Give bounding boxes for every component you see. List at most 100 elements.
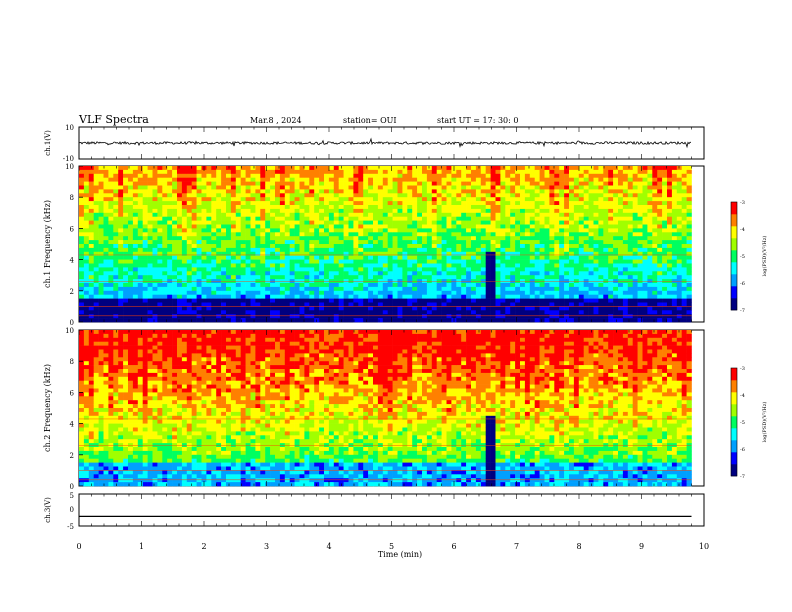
- spectrogram-cell: [216, 228, 222, 233]
- spectrogram-cell: [196, 216, 202, 221]
- spectrogram-cell: [475, 283, 482, 288]
- spectrogram-cell: [98, 220, 104, 225]
- spectrogram-cell: [642, 267, 648, 272]
- spectrogram-cell: [230, 290, 237, 295]
- spectrogram-cell: [358, 205, 364, 210]
- spectrogram-cell: [328, 267, 335, 272]
- spectrogram-cell: [559, 193, 565, 198]
- spectrogram-cell: [299, 216, 305, 221]
- spectrogram-cell: [206, 294, 212, 299]
- spectrogram-cell: [431, 201, 437, 206]
- spectrogram-cell: [132, 298, 139, 303]
- spectrogram-cell: [500, 228, 506, 233]
- spectrogram-cell: [559, 298, 565, 303]
- spectrogram-cell: [637, 220, 643, 225]
- spectrogram-cell: [240, 259, 246, 264]
- spectrogram-cell: [500, 251, 506, 256]
- spectrogram-cell: [559, 255, 565, 260]
- spectrogram-cell: [382, 247, 388, 253]
- spectrogram-cell: [500, 310, 506, 315]
- spectrogram-cell: [152, 255, 158, 260]
- spectrogram-cell: [328, 220, 335, 225]
- spectrogram-cell: [196, 298, 202, 303]
- spectrogram-cell: [333, 240, 339, 245]
- spectrogram-cell: [132, 294, 139, 299]
- spectrogram-cell: [524, 185, 531, 190]
- spectrogram-cell: [348, 197, 354, 202]
- spectrogram-cell: [686, 197, 692, 202]
- spectrogram-cell: [103, 318, 109, 323]
- spectrogram-cell: [417, 208, 423, 214]
- spectrogram-cell: [260, 290, 266, 295]
- spectrogram-cell: [573, 259, 580, 264]
- spectrogram-cell: [382, 314, 388, 319]
- spectrogram-cell: [593, 240, 599, 245]
- spectrogram-cell: [637, 314, 643, 319]
- spectrogram-cell: [598, 271, 604, 276]
- spectrogram-cell: [569, 314, 575, 319]
- spectrogram-cell: [167, 310, 173, 315]
- spectrogram-cell: [485, 216, 491, 221]
- spectrogram-cell: [608, 318, 614, 323]
- spectrogram-cell: [324, 302, 330, 307]
- spectrogram-cell: [417, 251, 423, 256]
- spectrogram-cell: [583, 240, 589, 245]
- spectrogram-cell: [422, 166, 428, 171]
- spectrogram-cell: [299, 185, 305, 190]
- spectrogram-cell: [593, 255, 599, 260]
- spectrogram-cell: [235, 212, 241, 217]
- spectrogram-cell: [240, 232, 246, 237]
- spectrogram-cell: [172, 228, 178, 233]
- spectrogram-cell: [279, 205, 286, 210]
- spectrogram-cell: [167, 275, 173, 280]
- spectrogram-cell: [382, 251, 388, 256]
- spectrogram-cell: [343, 318, 349, 323]
- spectrogram-cell: [397, 286, 403, 292]
- spectrogram-cell: [505, 181, 511, 186]
- spectrogram-cell: [632, 283, 638, 288]
- spectrogram-cell: [348, 173, 354, 178]
- spectrogram-cell: [142, 189, 148, 194]
- spectrogram-cell: [392, 181, 398, 186]
- spectrogram-cell: [618, 216, 624, 221]
- spectrogram-cell: [667, 205, 673, 210]
- spectrogram-cell: [319, 232, 325, 237]
- spectrogram-cell: [147, 294, 153, 299]
- spectrogram-cell: [475, 314, 482, 319]
- spectrogram-cell: [186, 173, 192, 178]
- spectrogram-cell: [113, 283, 119, 288]
- spectrogram-cell: [554, 318, 560, 323]
- spectrogram-cell: [446, 181, 452, 186]
- spectrogram-cell: [181, 286, 188, 292]
- spectrogram-cell: [544, 212, 550, 217]
- spectrogram-cell: [167, 236, 173, 241]
- spectrogram-cell: [387, 267, 393, 272]
- spectrogram-cell: [368, 267, 374, 272]
- spectrogram-cell: [377, 263, 384, 268]
- spectrogram-cell: [392, 251, 398, 256]
- spectrogram-cell: [412, 240, 418, 245]
- spectrogram-cell: [304, 302, 310, 307]
- spectrogram-cell: [177, 181, 183, 186]
- spectrogram-cell: [471, 236, 477, 241]
- spectrogram-cell: [368, 169, 374, 175]
- spectrogram-cell: [328, 208, 335, 214]
- spectrogram-cell: [686, 201, 692, 206]
- spectrogram-cell: [686, 181, 692, 186]
- spectrogram-cell: [255, 236, 261, 241]
- spectrogram-cell: [83, 302, 90, 307]
- spectrogram-cell: [667, 185, 673, 190]
- spectrogram-cell: [373, 232, 379, 237]
- spectrogram-cell: [235, 294, 241, 299]
- spectrogram-cell: [637, 251, 643, 256]
- spectrogram-cell: [191, 232, 197, 237]
- spectrogram-cell: [662, 298, 668, 303]
- spectrogram-cell: [510, 259, 516, 264]
- spectrogram-cell: [603, 205, 609, 210]
- spectrogram-cell: [103, 275, 109, 280]
- spectrogram-cell: [265, 255, 271, 260]
- spectrogram-cell: [226, 197, 232, 202]
- spectrogram-cell: [186, 185, 192, 190]
- spectrogram-cell: [583, 263, 589, 268]
- spectrogram-cell: [524, 294, 531, 299]
